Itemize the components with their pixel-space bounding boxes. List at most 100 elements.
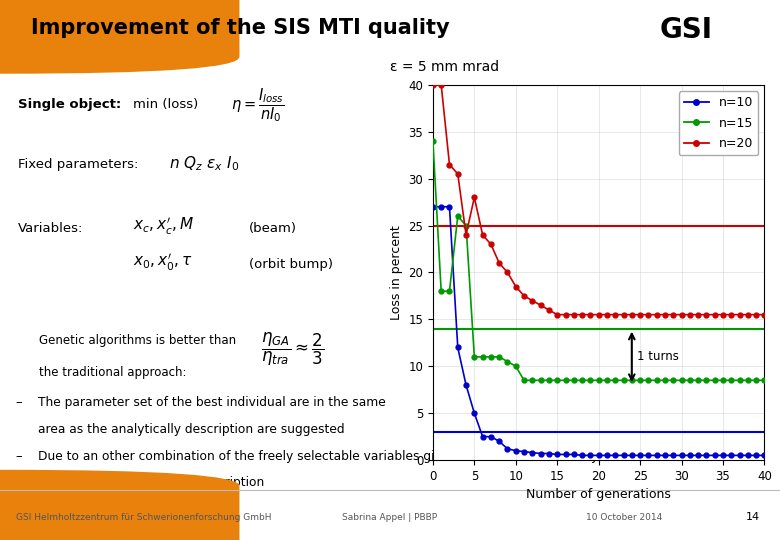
n=20 <box>743 312 753 318</box>
n=10 <box>527 449 537 456</box>
n=15 <box>470 354 479 360</box>
n=10 <box>437 204 446 210</box>
FancyBboxPatch shape <box>0 0 239 73</box>
n=15 <box>511 363 520 369</box>
n=15 <box>486 354 495 360</box>
n=20 <box>602 312 612 318</box>
Text: Variables:: Variables: <box>18 222 83 235</box>
Text: min (loss): min (loss) <box>133 98 199 111</box>
n=15 <box>760 377 769 383</box>
n=20 <box>636 312 645 318</box>
n=15 <box>743 377 753 383</box>
Text: solution than analytically description: solution than analytically description <box>38 476 264 489</box>
n=20 <box>536 302 545 308</box>
n=15 <box>503 359 512 365</box>
n=20 <box>495 260 504 266</box>
n=10 <box>453 345 463 351</box>
n=10 <box>478 434 488 440</box>
n=10 <box>644 452 653 458</box>
n=10 <box>519 448 529 455</box>
n=15 <box>437 288 446 294</box>
n=15 <box>718 377 728 383</box>
n=20 <box>470 194 479 200</box>
n=10 <box>677 452 686 458</box>
n=10 <box>636 452 645 458</box>
n=15 <box>660 377 669 383</box>
n=10 <box>710 452 719 458</box>
n=15 <box>428 138 438 144</box>
n=15 <box>710 377 719 383</box>
n=15 <box>561 377 570 383</box>
X-axis label: Number of generations: Number of generations <box>526 488 671 501</box>
Text: –: – <box>15 396 22 409</box>
Text: $\eta = \dfrac{I_{loss}}{nI_0}$: $\eta = \dfrac{I_{loss}}{nI_0}$ <box>231 86 285 124</box>
n=10 <box>718 452 728 458</box>
Text: Due to an other combination of the freely selectable variables give the GA are m: Due to an other combination of the freel… <box>38 450 598 463</box>
n=20 <box>428 82 438 88</box>
Text: (orbit bump): (orbit bump) <box>249 258 333 271</box>
n=10 <box>627 452 636 458</box>
n=20 <box>702 312 711 318</box>
n=20 <box>735 312 744 318</box>
n=10 <box>462 382 471 388</box>
n=10 <box>660 452 669 458</box>
n=20 <box>527 298 537 304</box>
n=15 <box>619 377 628 383</box>
n=20 <box>660 312 669 318</box>
n=10 <box>503 446 512 452</box>
n=10 <box>511 448 520 454</box>
n=10 <box>751 452 760 458</box>
n=20 <box>478 232 488 238</box>
n=15 <box>602 377 612 383</box>
n=15 <box>527 377 537 383</box>
n=10 <box>652 452 661 458</box>
n=20 <box>693 312 703 318</box>
Text: $\dfrac{\eta_{GA}}{\eta_{tra}} \approx \dfrac{2}{3}$: $\dfrac{\eta_{GA}}{\eta_{tra}} \approx \… <box>261 331 324 368</box>
n=15 <box>594 377 604 383</box>
Text: the traditional approach:: the traditional approach: <box>39 366 186 379</box>
n=10 <box>495 438 504 444</box>
n=20 <box>668 312 678 318</box>
n=20 <box>652 312 661 318</box>
n=10 <box>470 410 479 416</box>
n=20 <box>627 312 636 318</box>
Text: Genetic algorithms is better than: Genetic algorithms is better than <box>39 334 236 347</box>
Text: Improvement of the SIS MTI quality: Improvement of the SIS MTI quality <box>31 18 450 38</box>
Text: 10 October 2014: 10 October 2014 <box>586 513 662 522</box>
n=20 <box>519 293 529 299</box>
Text: $x_c, x_c', M$: $x_c, x_c', M$ <box>133 216 195 237</box>
n=10 <box>536 450 545 457</box>
n=15 <box>577 377 587 383</box>
n=15 <box>462 222 471 229</box>
n=15 <box>751 377 760 383</box>
n=15 <box>677 377 686 383</box>
n=20 <box>586 312 595 318</box>
n=10 <box>428 204 438 210</box>
n=10 <box>611 452 620 458</box>
n=15 <box>495 354 504 360</box>
n=20 <box>569 312 579 318</box>
n=20 <box>561 312 570 318</box>
n=20 <box>445 161 454 168</box>
n=10 <box>577 452 587 458</box>
n=20 <box>619 312 628 318</box>
Text: 14: 14 <box>746 512 760 522</box>
n=10 <box>602 452 612 458</box>
Text: Sabrina Appel | PBBP: Sabrina Appel | PBBP <box>342 513 438 522</box>
n=10 <box>594 452 604 458</box>
n=15 <box>735 377 744 383</box>
n=15 <box>586 377 595 383</box>
n=20 <box>710 312 719 318</box>
Text: $x_0, x_0', \tau$: $x_0, x_0', \tau$ <box>133 252 193 273</box>
Text: Single object:: Single object: <box>18 98 121 111</box>
n=10 <box>569 451 579 458</box>
FancyBboxPatch shape <box>0 470 239 540</box>
Text: ε = 5 mm mrad: ε = 5 mm mrad <box>390 59 499 73</box>
n=20 <box>552 312 562 318</box>
n=10 <box>445 204 454 210</box>
n=15 <box>569 377 579 383</box>
n=10 <box>668 452 678 458</box>
n=10 <box>685 452 694 458</box>
n=15 <box>702 377 711 383</box>
n=15 <box>552 377 562 383</box>
